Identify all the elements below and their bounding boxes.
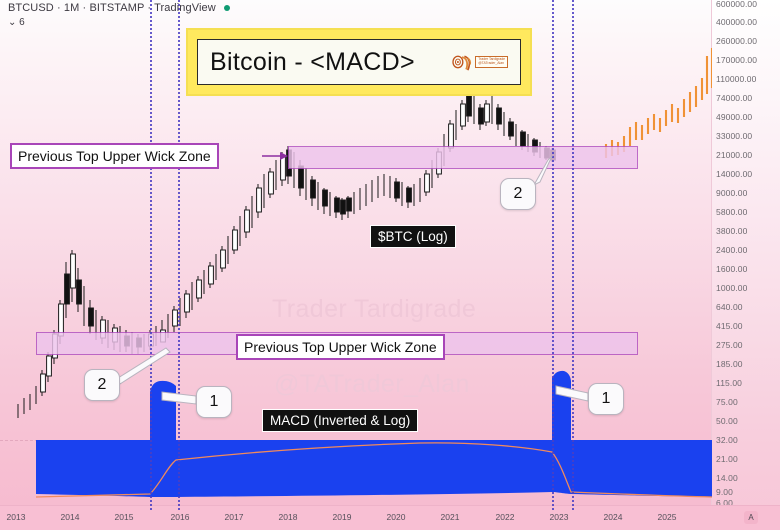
y-axis-tick: 6.00 [716, 498, 733, 508]
zone-label-bottom: Previous Top Upper Wick Zone [236, 334, 445, 360]
author-badge: Trader Tardigrade @TATrader_Alan [452, 53, 508, 71]
y-axis-tick: 32.00 [716, 435, 738, 445]
y-axis-tick: 75.00 [716, 397, 738, 407]
x-axis-tick: 2024 [603, 512, 623, 522]
chart-header: BTCUSD · 1M · BITSTAMP · TradingView ⌄ 6 [8, 2, 230, 28]
y-axis-tick: 600000.00 [716, 0, 758, 9]
callout-1-left: 1 [196, 386, 232, 418]
y-axis-tick: 5800.00 [716, 207, 748, 217]
tardigrade-logo-icon [452, 55, 472, 71]
x-axis-tick: 2025 [657, 512, 677, 522]
price-projection-candles [604, 48, 712, 158]
callout-2-upper: 2 [500, 178, 536, 210]
axis-background [712, 0, 780, 530]
y-axis-tick: 49000.00 [716, 112, 753, 122]
y-axis-tick: 1600.00 [716, 264, 748, 274]
zone-label-top: Previous Top Upper Wick Zone [10, 143, 219, 169]
y-axis-tick: 9000.00 [716, 188, 748, 198]
cycle-line-2015b [178, 0, 180, 510]
y-axis-tick: 21000.00 [716, 150, 753, 160]
axis-badge[interactable]: A [744, 511, 758, 524]
y-axis-tick: 2400.00 [716, 245, 748, 255]
badge-line-2: @TATrader_Alan [478, 61, 505, 65]
cycle-line-2015a [150, 0, 152, 510]
title-text: Bitcoin - <MACD> [210, 47, 415, 76]
x-axis-tick: 2021 [440, 512, 460, 522]
x-axis-tick: 2022 [495, 512, 515, 522]
y-axis-tick: 415.00 [716, 321, 743, 331]
y-axis-tick: 110000.00 [716, 74, 757, 84]
status-dot-icon [223, 5, 230, 12]
y-axis-tick: 640.00 [716, 302, 743, 312]
y-axis-tick: 275.00 [716, 340, 743, 350]
y-axis-tick: 1000.00 [716, 283, 748, 293]
x-axis-tick: 2014 [60, 512, 80, 522]
badge-line-1: Trader Tardigrade [478, 57, 505, 62]
time-axis[interactable]: A 2013 2014 2015 2016 2017 2018 2019 2020 2021 20… [0, 505, 780, 530]
y-axis-tick: 3800.00 [716, 226, 748, 236]
x-axis-tick: 2015 [114, 512, 134, 522]
callout-2-lower: 2 [84, 369, 120, 401]
cycle-line-2022b [572, 0, 574, 510]
y-axis-tick: 260000.00 [716, 36, 758, 46]
zone-arrow [262, 152, 288, 160]
title-card: Bitcoin - <MACD> Trader Tardigrade @TATr… [186, 28, 532, 96]
symbol-info[interactable]: BTCUSD · 1M · BITSTAMP · TradingView [8, 2, 216, 14]
x-axis-tick: 2018 [278, 512, 298, 522]
y-axis-tick: 170000.00 [716, 55, 758, 65]
callout-leaders [117, 155, 589, 405]
y-axis-tick: 185.00 [716, 359, 743, 369]
watermark-handle: @TATrader_Alan [274, 370, 470, 398]
x-axis-tick: 2020 [386, 512, 406, 522]
price-pane-label: $BTC (Log) [370, 225, 456, 248]
y-axis-tick: 50.00 [716, 416, 738, 426]
x-axis-tick: 2016 [170, 512, 190, 522]
y-axis-tick: 33000.00 [716, 131, 753, 141]
y-axis-tick: 115.00 [716, 378, 742, 388]
y-axis-tick: 14.00 [716, 473, 738, 483]
upper-wick-zone-top [288, 146, 638, 169]
y-axis-tick: 9.00 [716, 487, 733, 497]
y-axis-tick: 21.00 [716, 454, 738, 464]
callout-1-right: 1 [588, 383, 624, 415]
y-axis-tick: 74000.00 [716, 93, 753, 103]
indicator-count[interactable]: ⌄ 6 [8, 17, 25, 28]
price-axis[interactable]: 600000.00 400000.00 260000.00 170000.00 1100… [711, 0, 780, 508]
macd-pane-label: MACD (Inverted & Log) [262, 409, 419, 432]
x-axis-tick: 2017 [224, 512, 244, 522]
cycle-line-2022a [552, 0, 554, 510]
badge-text: Trader Tardigrade @TATrader_Alan [475, 56, 508, 68]
x-axis-tick: 2019 [332, 512, 352, 522]
watermark-name: Trader Tardigrade [272, 295, 477, 323]
macd-histogram-area [36, 370, 712, 497]
x-axis-tick: 2023 [549, 512, 569, 522]
x-axis-tick: 2013 [6, 512, 26, 522]
y-axis-tick: 14000.00 [716, 169, 753, 179]
y-axis-tick: 400000.00 [716, 17, 758, 27]
